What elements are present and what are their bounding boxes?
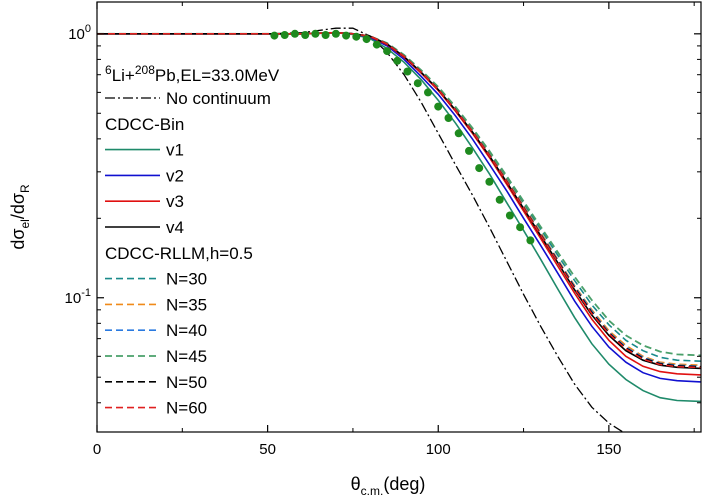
x-tick-label: 150 — [596, 441, 621, 458]
data-point — [311, 29, 320, 38]
data-point — [342, 31, 351, 40]
plot-frame — [96, 1, 702, 433]
data-point — [321, 31, 330, 39]
data-point — [280, 31, 289, 39]
data-point — [505, 211, 514, 220]
data-point — [444, 114, 453, 122]
data-point — [403, 67, 412, 76]
data-point — [352, 32, 361, 41]
y-tick-label: 100 — [68, 23, 91, 43]
x-tick-label: 50 — [259, 441, 276, 458]
data-point — [485, 177, 494, 186]
reaction-label: 6Li+208Pb,EL=33.0MeV — [105, 63, 280, 85]
legend-label-n45: N=45 — [166, 347, 207, 366]
series-line-no_continuum — [97, 27, 625, 432]
data-point — [465, 146, 473, 155]
x-axis-title: θc.m.(deg) — [351, 474, 426, 498]
series-layer — [97, 27, 701, 432]
y-tick-label: 10-1 — [65, 287, 91, 307]
data-point — [393, 56, 402, 65]
legend-header: CDCC-Bin — [105, 115, 184, 134]
axis-ticks: 0 50 100 150 100 10-1 — [65, 2, 701, 458]
data-point — [301, 31, 310, 39]
data-point — [413, 79, 422, 88]
legend-label-no_continuum: No continuum — [166, 89, 271, 108]
y-axis-title: dσel/dσR — [8, 184, 32, 250]
legend-label-v4: v4 — [166, 218, 184, 237]
data-point — [362, 35, 371, 44]
data-point — [434, 102, 443, 111]
legend-label-n35: N=35 — [166, 295, 207, 314]
x-tick-label: 100 — [426, 441, 451, 458]
data-point — [495, 195, 504, 204]
data-point — [526, 236, 535, 245]
x-tick-label: 0 — [93, 441, 101, 458]
legend-label-n50: N=50 — [166, 373, 207, 392]
legend-label-n30: N=30 — [166, 270, 207, 289]
legend: 6Li+208Pb,EL=33.0MeV No continuum CDCC-Bi… — [105, 63, 280, 418]
legend-label-n60: N=60 — [166, 399, 207, 418]
data-point — [331, 29, 340, 38]
legend-label-v1: v1 — [166, 141, 184, 160]
series-line-n60 — [97, 31, 701, 369]
data-point — [372, 40, 381, 49]
data-point — [454, 129, 463, 138]
legend-label-v3: v3 — [166, 192, 184, 211]
legend-header: CDCC-RLLM,h=0.5 — [105, 244, 253, 263]
data-point — [290, 29, 299, 38]
data-point — [383, 47, 392, 56]
data-point — [516, 223, 525, 232]
data-point — [424, 88, 432, 97]
legend-label-v2: v2 — [166, 166, 184, 185]
data-point — [475, 164, 484, 173]
experimental-points — [270, 29, 535, 245]
legend-label-n40: N=40 — [166, 321, 207, 340]
data-point — [270, 31, 279, 40]
